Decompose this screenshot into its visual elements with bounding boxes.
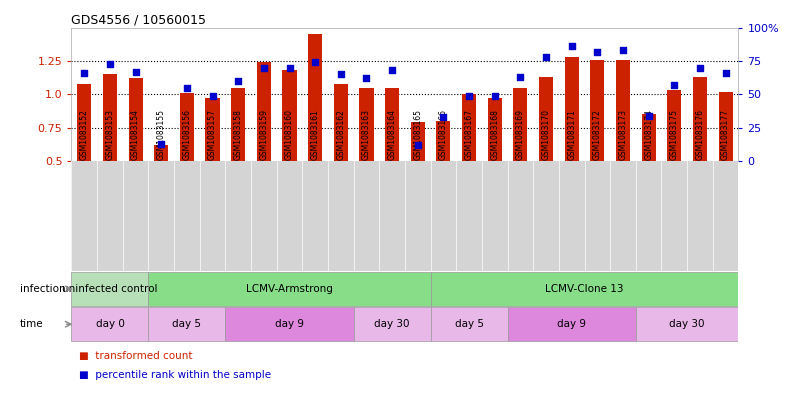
Point (180, 84, 193, 91)
Point (283, 64, 296, 71)
Point (155, 141, 168, 147)
Bar (430, 307, 507, 341)
Bar (565, 57, 579, 161)
Point (642, 112, 655, 119)
Point (668, 82, 680, 88)
Point (719, 70, 732, 76)
Bar (148, 272, 430, 306)
Text: infection: infection (20, 284, 65, 294)
Bar (430, 272, 738, 306)
Bar (225, 307, 353, 341)
Text: time: time (20, 319, 44, 329)
Point (565, 43, 578, 50)
Text: day 9: day 9 (275, 319, 304, 329)
Text: LCMV-Armstrong: LCMV-Armstrong (246, 284, 333, 294)
Text: day 30: day 30 (669, 319, 705, 329)
Bar (693, 77, 707, 161)
Bar (179, 93, 194, 161)
Point (78, 70, 91, 76)
Bar (129, 78, 143, 161)
Bar (148, 307, 225, 341)
Point (386, 67, 399, 73)
Text: uninfected control: uninfected control (62, 284, 158, 294)
Point (437, 114, 449, 120)
Bar (333, 84, 348, 161)
Bar (590, 60, 604, 161)
Bar (256, 62, 271, 161)
Text: day 5: day 5 (455, 319, 484, 329)
Bar (462, 94, 476, 161)
Bar (206, 98, 220, 161)
Bar (513, 88, 527, 161)
Point (309, 59, 322, 65)
Bar (636, 307, 738, 341)
Point (694, 64, 707, 71)
Bar (667, 90, 681, 161)
Bar (385, 88, 399, 161)
Point (463, 92, 476, 99)
Bar (71, 272, 148, 306)
Bar (410, 122, 425, 161)
Bar (488, 98, 502, 161)
Point (232, 78, 245, 84)
Point (540, 54, 553, 60)
Point (334, 71, 347, 77)
Text: day 0: day 0 (95, 319, 125, 329)
Bar (231, 88, 245, 161)
Text: LCMV-Clone 13: LCMV-Clone 13 (545, 284, 624, 294)
Point (591, 48, 603, 55)
Point (257, 64, 270, 71)
Text: ■  percentile rank within the sample: ■ percentile rank within the sample (79, 370, 272, 380)
Point (360, 75, 373, 81)
Bar (507, 307, 636, 341)
Point (411, 142, 424, 148)
Bar (719, 92, 733, 161)
Text: GDS4556 / 10560015: GDS4556 / 10560015 (71, 13, 206, 26)
Bar (642, 114, 656, 161)
Bar (283, 70, 296, 161)
Bar (437, 121, 450, 161)
Point (206, 92, 219, 99)
Text: day 30: day 30 (374, 319, 410, 329)
Bar (154, 145, 168, 161)
Bar (308, 34, 322, 161)
Bar (71, 307, 148, 341)
Text: day 5: day 5 (172, 319, 202, 329)
Point (514, 74, 526, 80)
Point (617, 47, 630, 53)
Point (103, 61, 116, 67)
Bar (77, 84, 91, 161)
Point (488, 92, 501, 99)
Bar (353, 307, 430, 341)
Bar (539, 77, 553, 161)
Bar (616, 60, 630, 161)
Text: ■  transformed count: ■ transformed count (79, 351, 193, 361)
Bar (103, 74, 117, 161)
Bar (360, 88, 373, 161)
Point (129, 68, 142, 75)
Text: day 9: day 9 (557, 319, 586, 329)
